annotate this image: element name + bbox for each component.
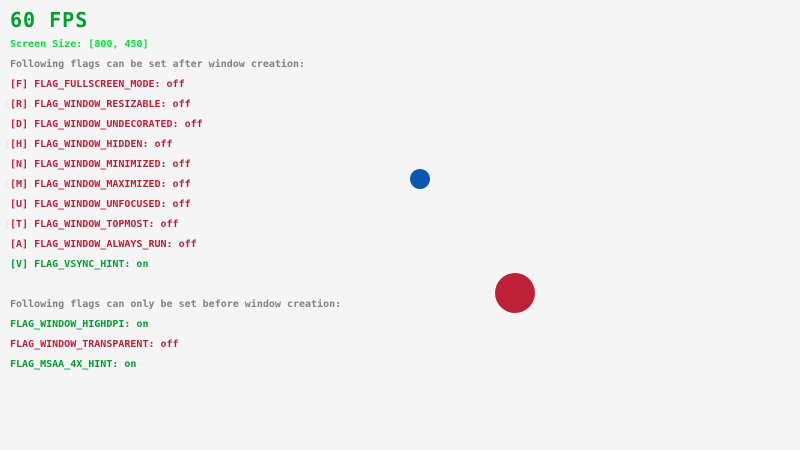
flag-window-always-run: [A] FLAG_WINDOW_ALWAYS_RUN: off [10,239,197,250]
flag-window-maximized: [M] FLAG_WINDOW_MAXIMIZED: off [10,179,191,190]
flag-vsync-hint: [V] FLAG_VSYNC_HINT: on [10,259,149,270]
flags-before-heading: Following flags can only be set before w… [10,299,342,310]
flag-fullscreen-mode: [F] FLAG_FULLSCREEN_MODE: off [10,79,185,90]
flag-window-transparent: FLAG_WINDOW_TRANSPARENT: off [10,339,179,350]
flag-window-topmost: [T] FLAG_WINDOW_TOPMOST: off [10,219,179,230]
blue-ball [410,169,430,189]
flag-window-resizable: [R] FLAG_WINDOW_RESIZABLE: off [10,99,191,110]
flag-window-highdpi: FLAG_WINDOW_HIGHDPI: on [10,319,149,330]
flag-msaa-4x-hint: FLAG_MSAA_4X_HINT: on [10,359,137,370]
flag-window-minimized: [N] FLAG_WINDOW_MINIMIZED: off [10,159,191,170]
flags-after-heading: Following flags can be set after window … [10,59,306,70]
fps-counter: 60 FPS [10,8,89,32]
red-ball [495,273,535,313]
flag-window-unfocused: [U] FLAG_WINDOW_UNFOCUSED: off [10,199,191,210]
screen-size-label: Screen Size: [800, 450] [10,39,149,50]
flag-window-undecorated: [D] FLAG_WINDOW_UNDECORATED: off [10,119,203,130]
flag-window-hidden: [H] FLAG_WINDOW_HIDDEN: off [10,139,173,150]
